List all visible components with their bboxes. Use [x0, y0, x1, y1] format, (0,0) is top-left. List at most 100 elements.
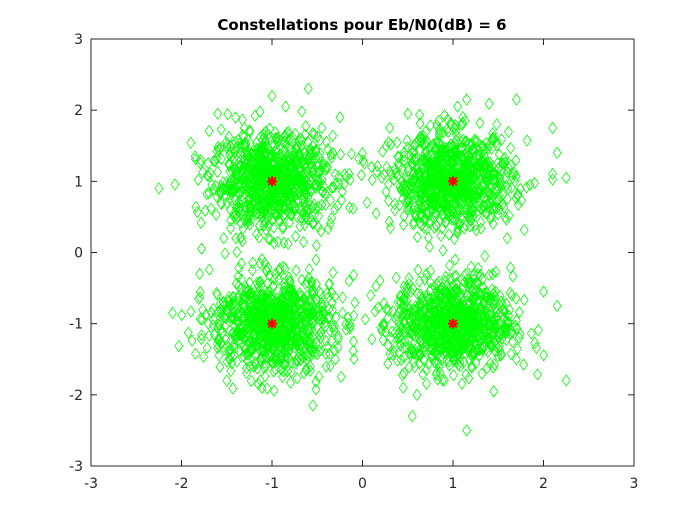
received-symbol-marker	[278, 220, 288, 233]
received-symbol-marker	[248, 256, 258, 269]
received-symbol-marker	[197, 242, 207, 255]
received-symbol-marker	[290, 317, 299, 331]
received-symbol-marker	[423, 292, 433, 305]
chart-title: Constellations pour Eb/N0(dB) = 6	[217, 16, 506, 34]
received-symbol-marker	[447, 296, 457, 309]
received-symbol-marker	[552, 146, 562, 160]
received-symbol-marker	[266, 290, 275, 303]
received-symbol-marker	[460, 143, 470, 156]
received-symbol-marker	[453, 100, 462, 113]
received-symbol-marker	[198, 166, 208, 179]
received-symbol-marker	[485, 317, 495, 330]
received-symbol-marker	[461, 267, 471, 281]
received-symbol-marker	[319, 180, 328, 193]
received-symbol-marker	[237, 140, 247, 153]
received-symbol-marker	[395, 303, 405, 317]
received-symbol-marker	[266, 150, 276, 163]
received-symbol-marker	[399, 366, 409, 380]
received-symbol-marker	[416, 174, 426, 188]
received-symbol-marker	[433, 154, 443, 167]
received-symbol-marker	[289, 310, 299, 323]
received-symbol-marker	[403, 300, 413, 313]
received-symbol-marker	[230, 171, 240, 184]
received-symbol-marker	[234, 262, 244, 275]
received-symbol-marker	[240, 140, 250, 153]
received-symbol-marker	[231, 277, 241, 290]
received-symbol-marker	[410, 138, 420, 152]
received-symbol-marker	[308, 399, 318, 412]
received-symbol-marker	[281, 138, 291, 152]
received-symbol-marker	[421, 330, 431, 344]
received-symbol-marker	[465, 204, 475, 217]
received-symbol-marker	[424, 216, 434, 229]
received-symbol-marker	[213, 107, 223, 120]
received-symbol-marker	[482, 286, 492, 300]
received-symbol-marker	[211, 208, 221, 221]
received-symbol-marker	[271, 325, 281, 338]
received-symbol-marker	[455, 356, 465, 369]
received-symbol-marker	[349, 309, 359, 322]
received-symbol-marker	[212, 144, 222, 158]
received-symbol-marker	[463, 276, 473, 290]
received-symbol-marker	[285, 299, 295, 313]
received-symbol-marker	[476, 222, 486, 235]
received-symbol-marker	[460, 114, 470, 127]
received-symbol-marker	[455, 195, 465, 209]
received-symbol-marker	[300, 212, 310, 226]
received-symbol-marker	[297, 192, 307, 206]
received-symbol-marker	[303, 340, 313, 353]
received-symbol-marker	[412, 388, 422, 402]
received-symbol-marker	[268, 188, 278, 201]
received-symbol-marker	[255, 289, 265, 302]
received-symbol-marker	[311, 239, 321, 252]
received-symbol-marker	[500, 156, 510, 169]
received-symbol-marker	[327, 334, 336, 348]
received-symbol-marker	[317, 121, 327, 135]
received-symbol-marker	[455, 171, 465, 184]
received-symbol-marker	[487, 202, 497, 215]
received-symbol-marker	[457, 118, 467, 132]
received-symbol-marker	[413, 263, 423, 277]
received-symbol-marker	[431, 207, 441, 220]
y-tick-label: 0	[74, 246, 83, 262]
received-symbol-marker	[283, 175, 293, 188]
received-symbol-marker	[307, 313, 317, 326]
received-symbol-marker	[403, 161, 413, 174]
received-symbol-marker	[452, 277, 462, 290]
received-symbol-marker	[494, 177, 504, 190]
received-symbol-marker	[316, 287, 326, 300]
received-symbol-marker	[384, 215, 394, 228]
received-symbol-marker	[465, 305, 475, 318]
received-symbol-marker	[250, 166, 260, 179]
received-symbol-marker	[324, 278, 334, 291]
received-symbol-marker	[311, 375, 321, 389]
received-symbol-marker	[280, 135, 290, 148]
received-symbol-marker	[297, 134, 307, 147]
received-symbol-marker	[443, 310, 453, 323]
received-symbol-marker	[229, 326, 239, 339]
received-symbol-marker	[404, 307, 413, 321]
received-symbol-marker	[247, 188, 257, 201]
received-symbol-marker	[413, 287, 422, 300]
received-symbol-marker	[294, 289, 304, 303]
y-tick-label: -3	[69, 459, 83, 475]
received-symbol-marker	[418, 201, 427, 215]
received-symbol-marker	[328, 147, 338, 160]
received-symbol-marker	[258, 128, 268, 141]
received-symbol-marker	[501, 333, 511, 347]
received-symbol-marker	[471, 301, 481, 315]
received-symbol-marker	[502, 179, 511, 192]
received-symbol-marker	[480, 143, 490, 156]
received-symbol-marker	[471, 357, 481, 370]
received-symbol-marker	[253, 287, 262, 301]
received-symbol-marker	[251, 188, 261, 201]
received-symbol-marker	[323, 143, 333, 156]
received-symbol-marker	[500, 322, 510, 336]
received-symbol-marker	[307, 286, 317, 299]
received-symbol-marker	[337, 193, 347, 207]
received-symbol-marker	[395, 180, 405, 194]
received-symbol-marker	[224, 290, 234, 304]
received-symbol-marker	[287, 155, 297, 169]
received-symbol-marker	[426, 166, 436, 179]
